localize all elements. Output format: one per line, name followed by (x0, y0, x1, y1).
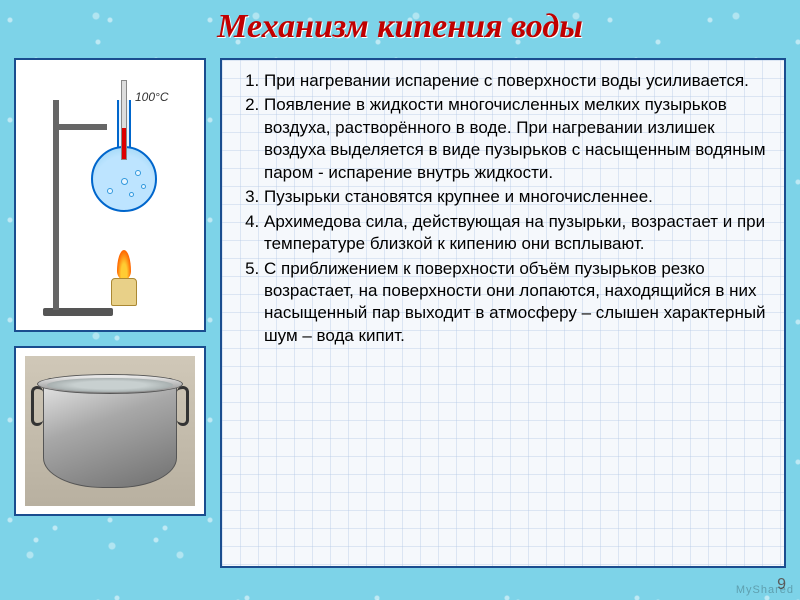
list-item: Появление в жидкости многочисленных мелк… (264, 94, 770, 184)
thermometer-icon (121, 80, 127, 160)
pot-photo-box (14, 346, 206, 516)
image-column: 100°C (14, 58, 206, 516)
apparatus-diagram-box: 100°C (14, 58, 206, 332)
list-item: С приближением к поверхности объём пузыр… (264, 258, 770, 348)
metal-pot-image (25, 356, 195, 506)
boiling-apparatus-diagram: 100°C (35, 70, 185, 320)
mechanism-list: При нагревании испарение с поверхности в… (242, 70, 770, 347)
list-item: Пузырьки становятся крупнее и многочисле… (264, 186, 770, 208)
text-panel: При нагревании испарение с поверхности в… (220, 58, 786, 568)
temperature-label: 100°C (135, 90, 169, 104)
list-item: При нагревании испарение с поверхности в… (264, 70, 770, 92)
slide-title: Механизм кипения воды (0, 8, 800, 46)
watermark: MyShared (736, 584, 794, 596)
list-item: Архимедова сила, действующая на пузырьки… (264, 211, 770, 256)
flame-icon (117, 250, 131, 280)
